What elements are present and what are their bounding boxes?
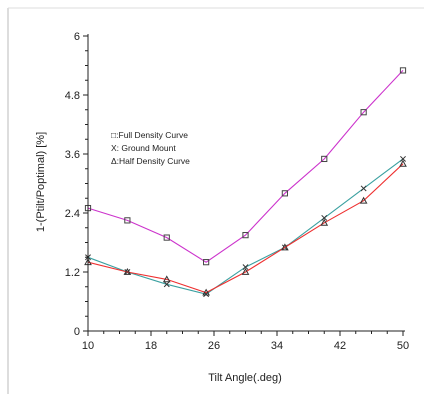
x-tick-label: 10 bbox=[82, 340, 94, 352]
data-point-half-density bbox=[241, 267, 250, 275]
ticks-layer: 0 1.2 2.4 3.6 4.8 6 10 18 26 34 42 50 bbox=[65, 31, 409, 352]
series-line-full-density bbox=[87, 70, 404, 263]
data-point-half-density bbox=[399, 159, 407, 167]
data-point-half-density bbox=[123, 267, 132, 275]
data-point-full-density bbox=[163, 234, 170, 241]
data-point-full-density bbox=[360, 109, 367, 116]
x-tick-label: 18 bbox=[145, 340, 157, 352]
y-tick-label: 6 bbox=[74, 31, 80, 43]
y-tick-label: 2.4 bbox=[65, 208, 80, 220]
data-point-full-density bbox=[124, 217, 131, 224]
data-point-half-density bbox=[202, 288, 210, 296]
data-point-full-density bbox=[321, 155, 328, 163]
x-tick-label: 34 bbox=[271, 340, 283, 352]
data-point-full-density bbox=[399, 67, 407, 74]
data-point-full-density bbox=[203, 259, 210, 266]
legend: □:Full Density Curve X: Ground Mount Δ:H… bbox=[111, 130, 190, 166]
data-point-half-density bbox=[281, 243, 289, 251]
series-full-density bbox=[84, 67, 407, 266]
data-point-full-density bbox=[242, 232, 249, 239]
series-half-density bbox=[84, 159, 407, 296]
x-axis-title: Tilt Angle(.deg) bbox=[208, 372, 282, 384]
data-point-half-density bbox=[162, 275, 171, 283]
series-line-half-density bbox=[87, 163, 404, 294]
data-point-ground-mount bbox=[360, 185, 367, 192]
data-point-ground-mount bbox=[321, 214, 328, 221]
legend-entry-full-density: □:Full Density Curve bbox=[111, 130, 188, 140]
y-tick-label: 1.2 bbox=[65, 267, 80, 279]
legend-entry-ground-mount: X: Ground Mount bbox=[111, 143, 176, 153]
series-ground-mount bbox=[85, 155, 406, 298]
x-tick-label: 26 bbox=[208, 340, 220, 352]
y-tick-label: 0 bbox=[74, 326, 80, 338]
x-tick-label: 42 bbox=[334, 340, 346, 352]
data-point-half-density bbox=[359, 196, 368, 204]
x-tick-label: 50 bbox=[397, 340, 409, 352]
data-point-ground-mount bbox=[242, 264, 249, 271]
legend-entry-half-density: Δ:Half Density Curve bbox=[111, 156, 190, 166]
data-point-half-density bbox=[320, 218, 329, 226]
y-axis-title: 1-(Ptilt/Poptimal) [%] bbox=[35, 132, 47, 232]
series-layer bbox=[84, 67, 407, 298]
y-tick-label: 3.6 bbox=[65, 149, 80, 161]
axes-layer bbox=[87, 34, 405, 332]
y-tick-label: 4.8 bbox=[65, 90, 80, 102]
data-point-ground-mount bbox=[163, 281, 170, 288]
data-point-full-density bbox=[281, 190, 288, 197]
data-point-ground-mount bbox=[400, 155, 406, 162]
